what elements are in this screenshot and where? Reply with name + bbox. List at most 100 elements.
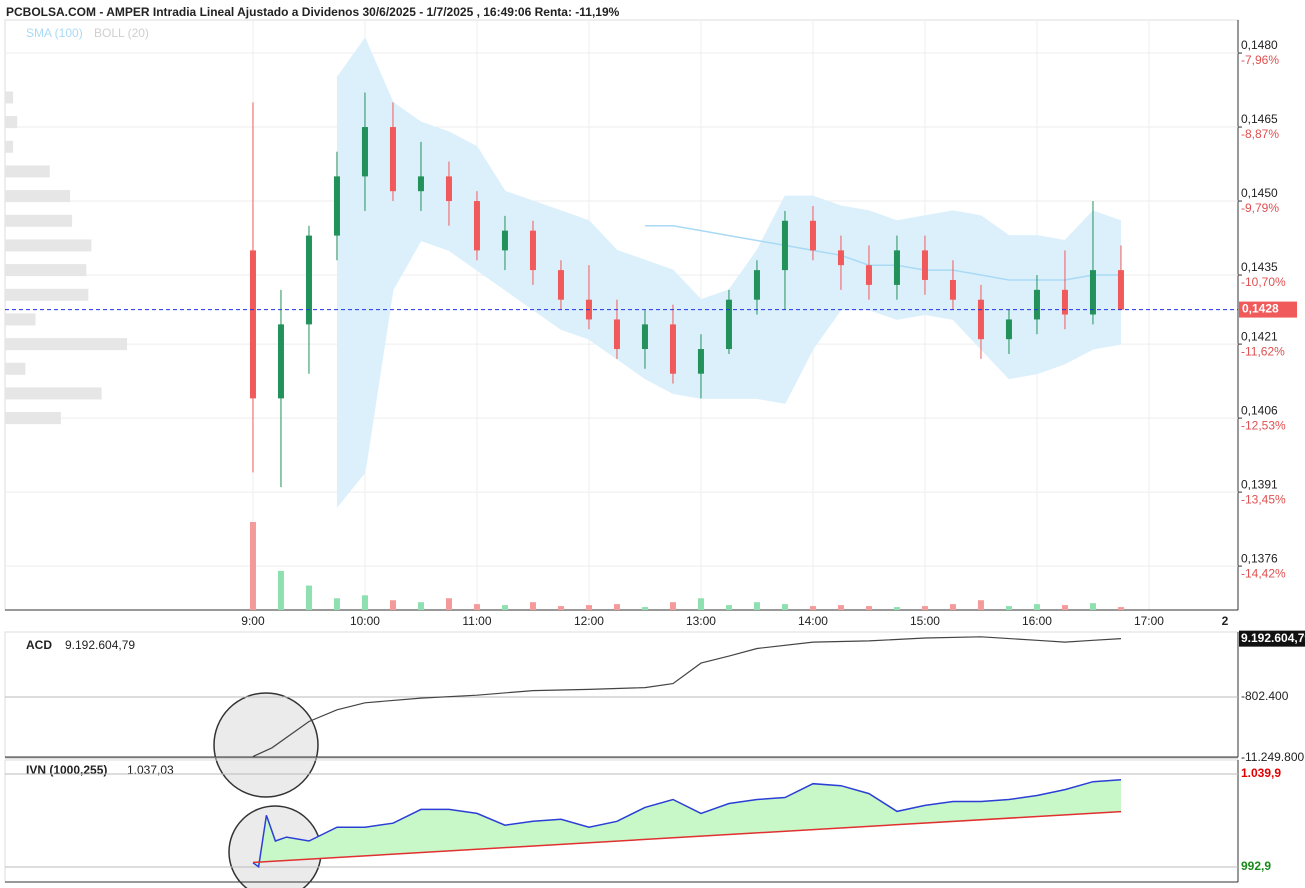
legend-boll: BOLL (20): [94, 26, 149, 40]
candle-body: [417, 176, 424, 192]
candle-body: [893, 250, 900, 285]
y-tick-pct-label: -12,53%: [1241, 418, 1286, 432]
y-tick-label: 0,1391: [1241, 477, 1278, 491]
volume-bar: [585, 605, 592, 610]
candle-body: [557, 270, 564, 300]
y-tick-label: 0,1376: [1241, 551, 1278, 565]
y-tick-pct-label: -14,42%: [1241, 566, 1286, 580]
candle-body: [1033, 289, 1040, 320]
boll-upper: [336, 37, 1122, 301]
volume-bar: [1033, 604, 1040, 610]
ivn-value: 1.037,03: [127, 763, 174, 777]
x-tick-label: 16:00: [1022, 614, 1052, 628]
series-line: [252, 810, 1122, 864]
last-price-label: 0,1428: [1242, 302, 1279, 316]
boll-lower: [336, 239, 1122, 508]
y-tick-label: -802.400: [1241, 689, 1289, 703]
candle-body: [333, 176, 340, 236]
sma-line: [645, 224, 1121, 281]
volume-bar: [1117, 607, 1124, 610]
series-line: [252, 778, 1122, 869]
ivn-label: IVN (1000,255): [26, 763, 107, 777]
candle-body: [837, 250, 844, 266]
volume-profile-bar: [5, 91, 14, 104]
volume-profile-bar: [5, 387, 102, 400]
candle-body: [669, 324, 676, 374]
candle-body: [389, 127, 396, 192]
x-tick-label: 9:00: [241, 614, 265, 628]
candle-body: [1089, 270, 1096, 315]
candle-body: [753, 270, 760, 300]
volume-bar: [417, 602, 424, 610]
candle-body: [865, 265, 872, 285]
volume-profile-bar: [5, 140, 14, 153]
candle-body: [529, 230, 536, 271]
candle-body: [949, 279, 956, 300]
last-price-box: [1239, 301, 1297, 318]
y-tick-pct-label: -11,62%: [1241, 344, 1285, 358]
candle-body: [977, 299, 984, 340]
volume-bar: [557, 606, 564, 610]
x-tick-label: 11:00: [462, 614, 491, 628]
candle-body: [1117, 270, 1124, 310]
y-tick-label: 0,1480: [1241, 38, 1278, 52]
candle-body: [361, 127, 368, 177]
volume-bar: [249, 522, 256, 610]
acd-value: 9.192.604,79: [65, 638, 135, 652]
y-tick-pct-label: -8,87%: [1241, 127, 1279, 141]
candle-body: [921, 250, 928, 280]
y-tick-label: 992,9: [1241, 859, 1271, 873]
y-tick-label: 0,1421: [1241, 329, 1278, 343]
volume-bar: [389, 600, 396, 610]
last-value-box: [1239, 630, 1305, 647]
acd-label: ACD: [26, 638, 52, 652]
volume-bar: [641, 607, 648, 610]
volume-bar: [697, 598, 704, 610]
candle-body: [809, 220, 816, 251]
candle-body: [445, 176, 452, 202]
y-tick-pct-label: -13,45%: [1241, 492, 1286, 506]
volume-bar: [361, 595, 368, 610]
y-tick-pct-label: -9,79%: [1241, 201, 1279, 215]
volume-bar: [333, 598, 340, 610]
highlight-circle: [213, 692, 319, 798]
legend-sma: SMA (100): [26, 26, 83, 40]
volume-bar: [445, 598, 452, 610]
volume-bar: [781, 604, 788, 610]
candle-body: [613, 319, 620, 350]
ivn-fill: [252, 779, 1121, 867]
x-tick-label: 12:00: [574, 614, 604, 628]
y-tick-label: 0,1465: [1241, 112, 1278, 126]
volume-profile-bar: [5, 313, 36, 326]
volume-bar: [893, 607, 900, 610]
candle-body: [781, 220, 788, 271]
volume-bar: [613, 604, 620, 610]
y-tick-label: 0,1406: [1241, 403, 1278, 417]
volume-profile-bar: [5, 412, 61, 425]
volume-bar: [529, 602, 536, 610]
volume-profile-bar: [5, 264, 87, 277]
candle-body: [1061, 289, 1068, 315]
x-tick-label: 13:00: [686, 614, 716, 628]
volume-profile-bar: [5, 239, 92, 252]
last-value-label: 9.192.604,79: [1241, 631, 1305, 645]
volume-bar: [949, 604, 956, 610]
volume-bar: [921, 606, 928, 610]
volume-profile-bar: [5, 338, 127, 351]
volume-bar: [1089, 603, 1096, 610]
y-tick-label: 1.039,9: [1241, 766, 1281, 780]
chart-title: PCBOLSA.COM - AMPER Intradia Lineal Ajus…: [6, 5, 620, 19]
candle-body: [1005, 319, 1012, 340]
candle-body: [725, 299, 732, 350]
volume-bar: [977, 600, 984, 610]
volume-profile-bar: [5, 165, 50, 178]
y-tick-label: 0,1450: [1241, 186, 1278, 200]
x-tick-label: 10:00: [350, 614, 380, 628]
volume-bar: [753, 602, 760, 610]
volume-bar: [305, 585, 312, 610]
volume-bar: [809, 606, 816, 610]
candle-body: [641, 324, 648, 350]
candle-body: [473, 201, 480, 251]
